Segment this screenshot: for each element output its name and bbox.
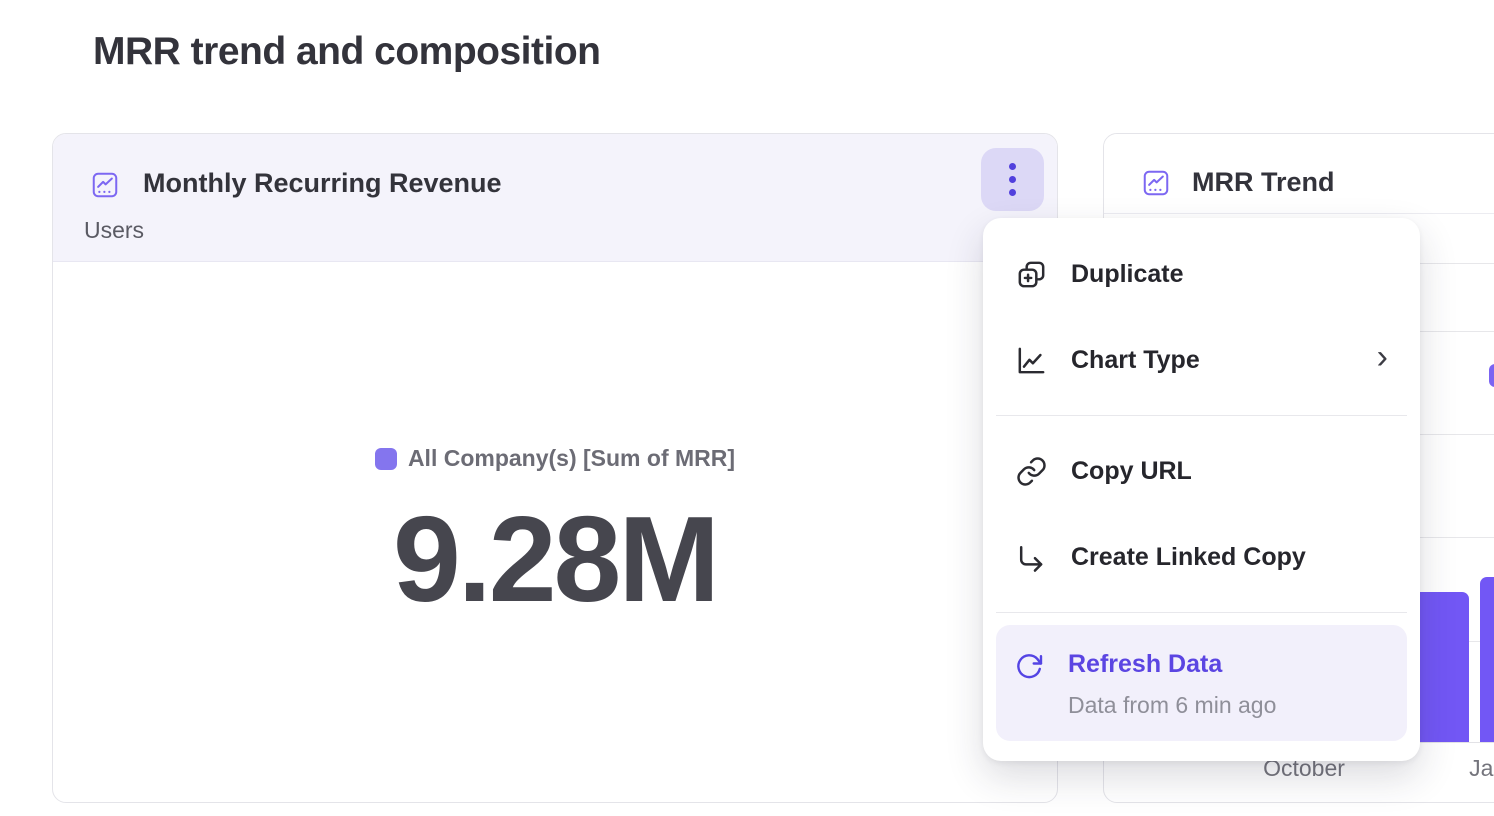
refresh-freshness-text: Data from 6 min ago bbox=[1068, 692, 1277, 718]
kebab-dot bbox=[1009, 176, 1016, 183]
refresh-icon bbox=[1017, 654, 1043, 679]
kebab-dot bbox=[1009, 163, 1016, 170]
widget-title: Monthly Recurring Revenue bbox=[143, 168, 502, 198]
chart-type-icon bbox=[1018, 347, 1045, 373]
menu-item-label: Chart Type bbox=[1071, 345, 1200, 374]
mrr-number-card: Monthly Recurring Revenue Users All Comp… bbox=[52, 133, 1058, 803]
widget-subtitle: Users bbox=[84, 217, 145, 243]
trend-card-header: MRR Trend bbox=[1104, 134, 1494, 214]
legend-label: All Company(s) [Sum of MRR] bbox=[407, 445, 736, 471]
legend-swatch bbox=[374, 447, 397, 470]
menu-item-duplicate[interactable]: Duplicate bbox=[996, 231, 1407, 317]
menu-item-copy-url[interactable]: Copy URL bbox=[996, 428, 1407, 514]
refresh-label: Refresh Data bbox=[1068, 650, 1223, 678]
trend-legend-swatch bbox=[1489, 364, 1494, 387]
metric-legend: All Company(s) [Sum of MRR] bbox=[374, 445, 736, 472]
menu-item-chart-type[interactable]: Chart Type › bbox=[996, 317, 1407, 403]
widget-menu-button[interactable] bbox=[981, 148, 1044, 211]
page-title: MRR trend and composition bbox=[93, 30, 601, 73]
menu-divider bbox=[996, 612, 1407, 613]
kebab-dot bbox=[1009, 189, 1016, 196]
duplicate-icon bbox=[1018, 261, 1045, 287]
menu-item-refresh-data[interactable]: Refresh Data Data from 6 min ago bbox=[996, 625, 1407, 741]
chart-widget-icon bbox=[90, 170, 120, 200]
bar-january bbox=[1480, 577, 1494, 742]
widget-title: MRR Trend bbox=[1192, 167, 1335, 197]
metric-body: All Company(s) [Sum of MRR] 9.28M bbox=[53, 262, 1057, 803]
chevron-right-icon: › bbox=[1376, 338, 1388, 376]
refresh-text-group: Refresh Data Data from 6 min ago bbox=[1068, 650, 1276, 719]
x-tick-january: January bbox=[1469, 755, 1494, 781]
mrr-card-header: Monthly Recurring Revenue Users bbox=[53, 134, 1057, 262]
menu-item-create-linked-copy[interactable]: Create Linked Copy bbox=[996, 514, 1407, 600]
link-icon bbox=[1017, 456, 1046, 486]
menu-item-label: Duplicate bbox=[1071, 259, 1184, 288]
linked-copy-icon bbox=[1019, 545, 1043, 572]
chart-widget-icon bbox=[1141, 168, 1171, 198]
widget-context-menu: Duplicate Chart Type › Copy URL Create L… bbox=[983, 218, 1420, 761]
menu-item-label: Copy URL bbox=[1071, 456, 1192, 485]
metric-value: 9.28M bbox=[392, 491, 720, 627]
menu-item-label: Create Linked Copy bbox=[1071, 542, 1306, 571]
menu-divider bbox=[996, 415, 1407, 416]
